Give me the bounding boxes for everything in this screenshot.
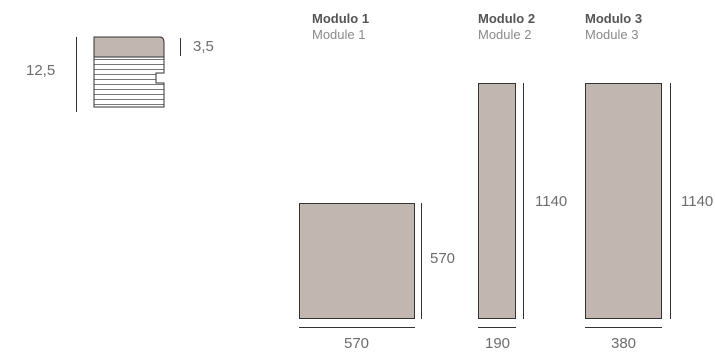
- module-3-height-line: [670, 83, 671, 319]
- profile-top-layer: [93, 36, 165, 58]
- module-2-width-line: [478, 327, 516, 328]
- module-3-height-label: 1140: [681, 193, 714, 210]
- profile-body: [93, 56, 165, 108]
- profile-top-line: [180, 38, 181, 56]
- module-3-title: Modulo 3: [585, 11, 643, 26]
- module-2-height-label: 1140: [535, 193, 568, 210]
- module-2-title: Modulo 2: [478, 11, 536, 26]
- module-3-panel: [585, 83, 662, 319]
- profile-top-label: 3,5: [193, 38, 214, 55]
- module-1-panel: [299, 203, 415, 319]
- module-1-height-label: 570: [430, 250, 456, 267]
- module-2-height-line: [523, 83, 524, 319]
- module-1-subtitle: Module 1: [312, 27, 366, 42]
- module-1-height-line: [421, 203, 422, 319]
- profile-height-label: 12,5: [26, 62, 56, 79]
- module-1-width-line: [299, 327, 415, 328]
- profile-section-drawing: [93, 36, 165, 108]
- module-1-width-label: 570: [344, 335, 370, 352]
- profile-height-line: [76, 37, 77, 112]
- module-3-width-label: 380: [611, 335, 637, 352]
- module-1-title: Modulo 1: [312, 11, 370, 26]
- module-2-width-label: 190: [485, 335, 511, 352]
- module-2-subtitle: Module 2: [478, 27, 532, 42]
- module-2-panel: [478, 83, 516, 319]
- module-3-subtitle: Module 3: [585, 27, 639, 42]
- module-3-width-line: [585, 327, 662, 328]
